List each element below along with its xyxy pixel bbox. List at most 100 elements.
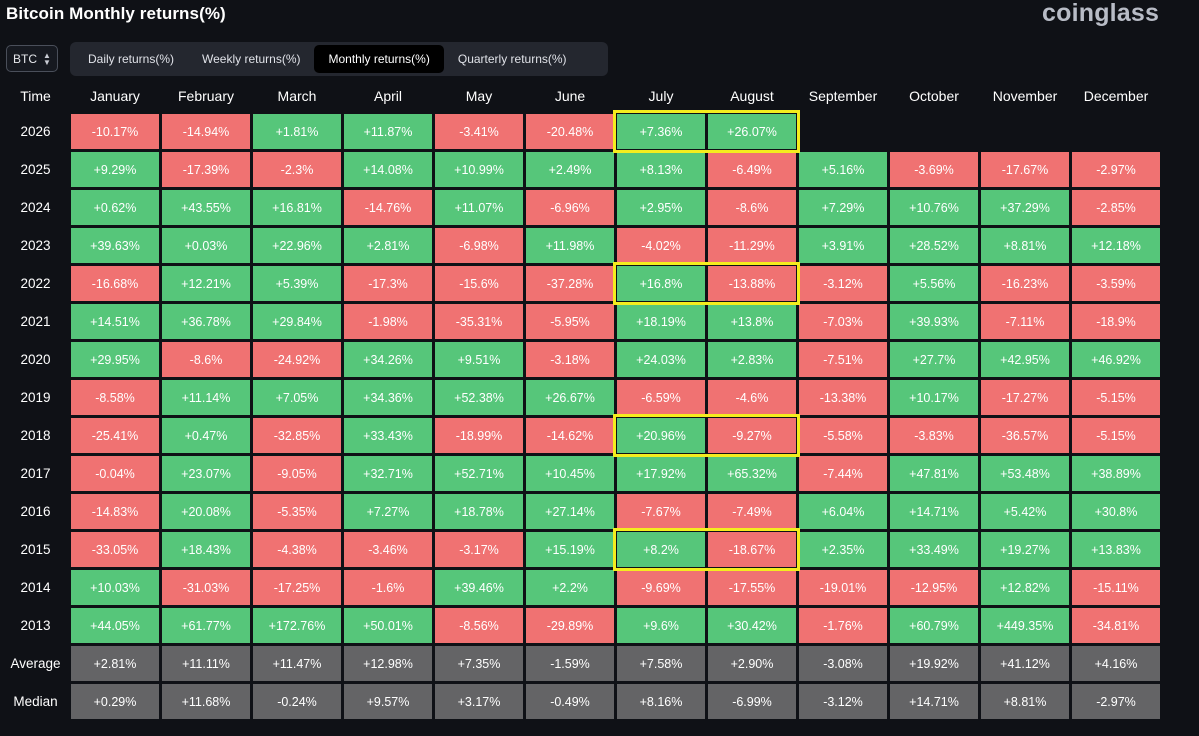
return-cell: +37.29% <box>981 190 1069 225</box>
tab-weekly-returns[interactable]: Weekly returns(%) <box>202 52 301 66</box>
return-cell: -4.02% <box>617 228 705 263</box>
row-label: 2025 <box>20 162 51 177</box>
table-body: 2026 -10.17% -14.94% +1.81% +11.87% -3.41% -20… <box>3 114 1160 719</box>
return-cell: -16.68% <box>71 266 159 301</box>
column-header-april: April <box>373 87 402 104</box>
return-cell: -17.3% <box>344 266 432 301</box>
return-cell: +44.05% <box>71 608 159 643</box>
return-cell: +24.03% <box>617 342 705 377</box>
coin-selector[interactable]: BTC ▲ ▼ <box>6 45 58 72</box>
return-cell: +7.29% <box>799 190 887 225</box>
return-cell: +18.43% <box>162 532 250 567</box>
return-cell: +11.68% <box>162 684 250 719</box>
return-cell: +29.95% <box>71 342 159 377</box>
return-cell: -2.85% <box>1072 190 1160 225</box>
column-header-december: December <box>1083 87 1149 104</box>
return-cell: -7.49% <box>708 494 796 529</box>
return-cell: +14.51% <box>71 304 159 339</box>
return-cell: -11.29% <box>708 228 796 263</box>
return-cell: +23.07% <box>162 456 250 491</box>
return-cell: -3.59% <box>1072 266 1160 301</box>
row-label: Average <box>10 656 61 671</box>
return-cell: -6.98% <box>435 228 523 263</box>
return-cell: -6.96% <box>526 190 614 225</box>
return-cell: +42.95% <box>981 342 1069 377</box>
return-cell: -0.24% <box>253 684 341 719</box>
return-cell: +50.01% <box>344 608 432 643</box>
row-label: 2019 <box>20 390 51 405</box>
return-cell: +11.11% <box>162 646 250 681</box>
return-cell: -15.6% <box>435 266 523 301</box>
return-cell: +17.92% <box>617 456 705 491</box>
return-cell: +27.7% <box>890 342 978 377</box>
return-cell: -0.49% <box>526 684 614 719</box>
return-cell: -3.17% <box>435 532 523 567</box>
return-cell: +9.57% <box>344 684 432 719</box>
return-cell: +8.81% <box>981 228 1069 263</box>
return-cell: +2.81% <box>344 228 432 263</box>
return-cell: +26.07% <box>708 114 796 149</box>
return-cell: -3.08% <box>799 646 887 681</box>
return-cell: +30.42% <box>708 608 796 643</box>
return-cell: +16.81% <box>253 190 341 225</box>
return-cell: +11.47% <box>253 646 341 681</box>
return-cell: -14.76% <box>344 190 432 225</box>
return-cell: +8.81% <box>981 684 1069 719</box>
row-label: 2022 <box>20 276 51 291</box>
column-header-may: May <box>465 87 493 104</box>
page-title: Bitcoin Monthly returns(%) <box>6 4 226 23</box>
return-cell: -9.69% <box>617 570 705 605</box>
return-cell: +13.8% <box>708 304 796 339</box>
table-row: 2021 +14.51% +36.78% +29.84% -1.98% -35.31% -5… <box>3 304 1160 339</box>
table-header-row: Time January February March April May June July… <box>3 80 1160 111</box>
return-cell: +11.87% <box>344 114 432 149</box>
return-cell: +10.45% <box>526 456 614 491</box>
chevron-up-down-icon: ▲ ▼ <box>43 50 51 67</box>
return-cell: -1.59% <box>526 646 614 681</box>
table-row: 2019 -8.58% +11.14% +7.05% +34.36% +52.38% +26… <box>3 380 1160 415</box>
table-row: 2013 +44.05% +61.77% +172.76% +50.01% -8.56% -… <box>3 608 1160 643</box>
returns-period-tabs: Daily returns(%) Weekly returns(%) Month… <box>70 42 608 76</box>
return-cell: +65.32% <box>708 456 796 491</box>
return-cell: -25.41% <box>71 418 159 453</box>
return-cell: +5.42% <box>981 494 1069 529</box>
row-label: 2023 <box>20 238 51 253</box>
row-label: 2024 <box>20 200 51 215</box>
column-header-august: August <box>730 87 774 104</box>
return-cell: +43.55% <box>162 190 250 225</box>
column-header-june: June <box>554 87 586 104</box>
row-label: 2016 <box>20 504 51 519</box>
column-header-march: March <box>277 87 317 104</box>
return-cell: -36.57% <box>981 418 1069 453</box>
return-cell: +2.35% <box>799 532 887 567</box>
return-cell: +8.16% <box>617 684 705 719</box>
return-cell: -0.04% <box>71 456 159 491</box>
return-cell: +14.08% <box>344 152 432 187</box>
return-cell: +7.05% <box>253 380 341 415</box>
return-cell: -15.11% <box>1072 570 1160 605</box>
return-cell: -1.6% <box>344 570 432 605</box>
return-cell: -18.9% <box>1072 304 1160 339</box>
return-cell: +8.13% <box>617 152 705 187</box>
return-cell: -19.01% <box>799 570 887 605</box>
return-cell: -6.49% <box>708 152 796 187</box>
return-cell: +20.96% <box>617 418 705 453</box>
column-header-october: October <box>909 87 959 104</box>
return-cell: +172.76% <box>253 608 341 643</box>
tab-quarterly-returns[interactable]: Quarterly returns(%) <box>457 52 567 66</box>
return-cell: +12.82% <box>981 570 1069 605</box>
return-cell: -3.12% <box>799 684 887 719</box>
return-cell: -17.25% <box>253 570 341 605</box>
row-label: 2017 <box>20 466 51 481</box>
column-header-july: July <box>648 87 674 104</box>
return-cell: +0.62% <box>71 190 159 225</box>
empty-cell <box>890 114 978 149</box>
return-cell: -16.23% <box>981 266 1069 301</box>
brand-logo: coinglass <box>1042 0 1160 27</box>
column-header-time: Time <box>20 87 51 104</box>
return-cell: -29.89% <box>526 608 614 643</box>
table-row: 2026 -10.17% -14.94% +1.81% +11.87% -3.41% -20… <box>3 114 1160 149</box>
tab-monthly-returns[interactable]: Monthly returns(%) <box>314 45 444 73</box>
return-cell: -14.62% <box>526 418 614 453</box>
tab-daily-returns[interactable]: Daily returns(%) <box>88 52 175 66</box>
